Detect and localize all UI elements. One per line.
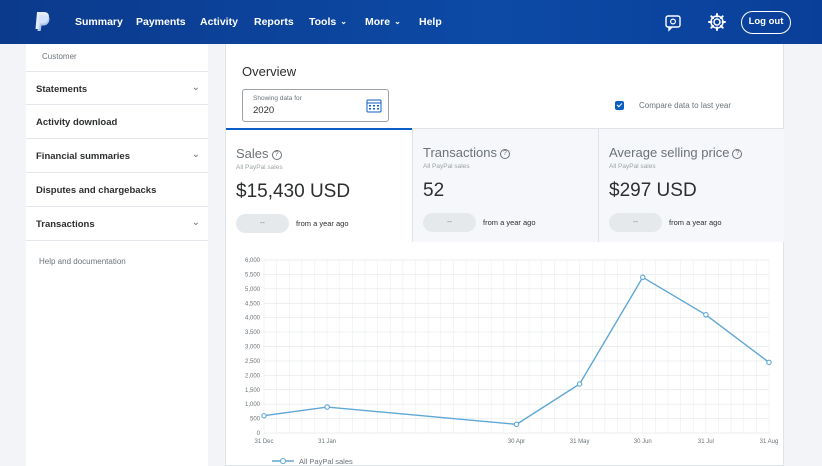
nav-more-label: More <box>365 16 391 28</box>
message-center-icon[interactable] <box>663 12 683 32</box>
metric-title-text: Sales <box>236 146 269 161</box>
overview-card: Overview Showing data for 2020 Compare d… <box>225 44 784 466</box>
sales-line-chart: 0 500 1,000 1,500 2,000 2,500 3,000 3,500 4,000 4… <box>232 255 784 466</box>
metric-tab-average-selling-price[interactable]: Average selling price? All PayPal sales … <box>598 128 784 242</box>
data-point <box>703 312 709 318</box>
help-icon[interactable]: ? <box>271 150 282 160</box>
change-badge: -- <box>236 214 289 233</box>
change-label: from a year ago <box>296 219 349 228</box>
metric-subtitle: All PayPal sales <box>609 163 656 170</box>
metric-title: Transactions? <box>423 145 510 161</box>
metric-tab-transactions[interactable]: Transactions? All PayPal sales 52 -- fro… <box>412 128 598 242</box>
date-filter-value: 2020 <box>253 105 275 116</box>
chevron-down-icon: ⌄ <box>340 17 347 26</box>
change-label: from a year ago <box>483 218 536 227</box>
x-tick-label: 31 May <box>570 439 590 445</box>
data-point <box>576 381 583 387</box>
metric-title: Average selling price? <box>609 145 743 161</box>
data-point <box>513 421 520 428</box>
y-tick-label: 2,500 <box>245 359 261 365</box>
nav-tools-label: Tools <box>309 16 337 28</box>
sidebar-item-label: Disputes and chargebacks <box>36 185 157 196</box>
sidebar-item-label: Statements <box>36 84 88 95</box>
metric-title-text: Average selling price <box>609 145 730 160</box>
sidebar-item-label: Activity download <box>36 117 118 128</box>
data-point <box>766 359 772 366</box>
compare-checkbox[interactable] <box>615 101 624 110</box>
y-tick-label: 4,000 <box>245 316 261 322</box>
nav-more[interactable]: More ⌄ <box>365 16 401 28</box>
y-tick-label: 2,000 <box>245 373 261 379</box>
metric-tab-sales[interactable]: Sales? All PayPal sales $15,430 USD -- f… <box>226 128 412 242</box>
y-tick-label: 3,000 <box>245 345 261 351</box>
metric-title: Sales? <box>236 146 282 162</box>
x-tick-label: 31 Aug <box>760 439 779 445</box>
change-label: from a year ago <box>669 218 722 227</box>
compare-label: Compare data to last year <box>639 101 732 110</box>
change-badge: -- <box>609 213 662 232</box>
sidebar-item-disputes[interactable]: Disputes and chargebacks <box>26 173 208 207</box>
x-tick-label: 31 Dec <box>254 439 273 445</box>
sidebar: Customer Statements ⌄ Activity download … <box>26 44 208 466</box>
y-tick-label: 500 <box>250 417 261 423</box>
x-tick-label: 31 Jan <box>318 439 336 445</box>
chevron-down-icon: ⌄ <box>191 149 200 160</box>
y-tick-label: 1,000 <box>245 402 261 408</box>
data-point <box>639 274 646 281</box>
metric-subtitle: All PayPal sales <box>423 163 470 170</box>
change-badge: -- <box>423 213 476 232</box>
help-icon[interactable]: ? <box>499 149 510 159</box>
nav-help[interactable]: Help <box>419 16 442 28</box>
data-point <box>261 412 267 419</box>
legend-label: All PayPal sales <box>299 457 353 466</box>
y-tick-label: 6,000 <box>245 258 261 264</box>
y-tick-label: 4,500 <box>245 301 261 307</box>
sidebar-item-transactions[interactable]: Transactions ⌄ <box>26 207 208 241</box>
nav-payments[interactable]: Payments <box>136 16 186 28</box>
y-tick-label: 5,000 <box>245 287 261 293</box>
paypal-logo-icon[interactable] <box>33 11 51 33</box>
y-tick-label: 0 <box>257 431 261 437</box>
sidebar-item-financial-summaries[interactable]: Financial summaries ⌄ <box>26 139 208 173</box>
help-documentation-link[interactable]: Help and documentation <box>39 257 126 266</box>
nav-reports[interactable]: Reports <box>254 16 294 28</box>
metric-tabs: Sales? All PayPal sales $15,430 USD -- f… <box>226 128 784 242</box>
y-tick-label: 1,500 <box>245 388 261 394</box>
calendar-icon[interactable] <box>366 98 382 113</box>
metric-value: 52 <box>423 180 445 201</box>
sidebar-customer-label: Customer <box>42 52 77 61</box>
logout-button[interactable]: Log out <box>741 11 791 34</box>
nav-activity[interactable]: Activity <box>200 16 238 28</box>
sidebar-item-label: Financial summaries <box>36 151 130 162</box>
metric-value: $297 USD <box>609 180 697 201</box>
x-tick-label: 30 Jun <box>634 439 652 445</box>
data-point <box>324 404 330 410</box>
chevron-down-icon: ⌄ <box>394 17 401 26</box>
help-icon[interactable]: ? <box>732 149 743 159</box>
sidebar-item-activity-download[interactable]: Activity download <box>26 105 208 139</box>
chart-svg: 0 500 1,000 1,500 2,000 2,500 3,000 3,500 4,000 4… <box>245 258 779 466</box>
page-title: Overview <box>242 64 297 79</box>
x-tick-label: 31 Jul <box>698 439 714 445</box>
y-tick-label: 3,500 <box>245 330 261 336</box>
metric-value: $15,430 USD <box>236 181 351 202</box>
metric-subtitle: All PayPal sales <box>236 164 283 171</box>
date-filter-caption: Showing data for <box>253 95 302 102</box>
sidebar-item-statements[interactable]: Statements ⌄ <box>26 71 208 105</box>
nav-tools[interactable]: Tools ⌄ <box>309 16 347 28</box>
chevron-down-icon: ⌄ <box>191 82 200 93</box>
top-nav-bar: Summary Payments Activity Reports Tools ⌄… <box>0 0 822 44</box>
gear-icon[interactable] <box>707 12 727 32</box>
y-tick-label: 5,500 <box>245 272 261 278</box>
sidebar-item-label: Transactions <box>36 219 95 230</box>
metric-title-text: Transactions <box>423 145 497 160</box>
x-tick-label: 30 Apr <box>508 439 525 445</box>
legend-marker <box>279 457 287 465</box>
date-filter[interactable]: Showing data for 2020 <box>242 89 389 122</box>
nav-summary[interactable]: Summary <box>75 16 123 28</box>
chevron-down-icon: ⌄ <box>191 217 200 228</box>
